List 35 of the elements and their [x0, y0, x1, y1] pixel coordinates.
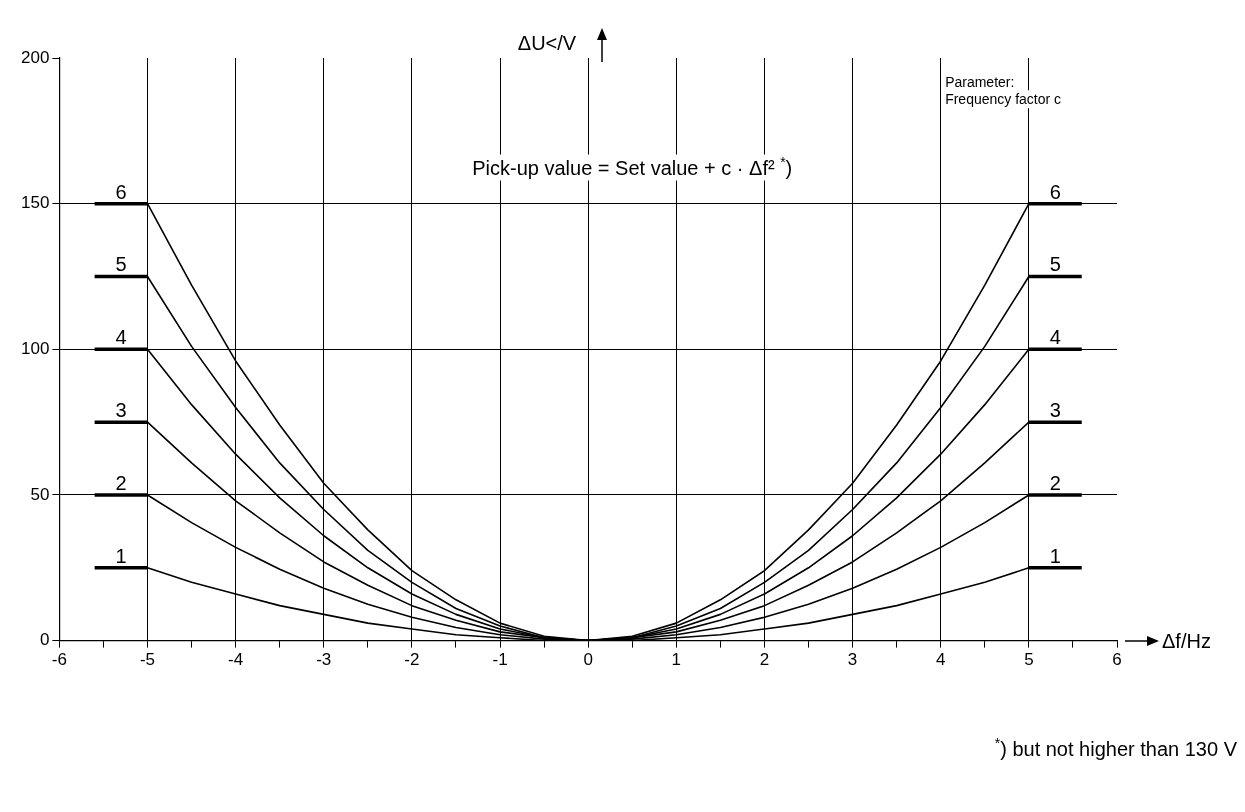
series-label: 2: [115, 471, 127, 494]
text: 2: [1049, 471, 1061, 494]
x-tick-label: -3: [316, 650, 332, 670]
y-tick-label: 0: [39, 630, 50, 650]
series-label: 3: [115, 399, 127, 422]
x-tick-label: 1: [671, 650, 682, 670]
series-label: 5: [115, 253, 127, 276]
x-tick-label: 6: [1112, 650, 1122, 670]
text: 5: [1049, 253, 1061, 276]
x-axis-title: Δf/Hz: [1162, 629, 1211, 652]
x-tick-label: -4: [228, 650, 244, 670]
x-tick-label: -2: [404, 650, 420, 670]
x-tick-label: 0: [583, 650, 593, 670]
text: 3: [1049, 399, 1061, 422]
x-tick-label: -5: [139, 650, 156, 670]
series-label: 1: [115, 544, 127, 567]
series-label: 6: [115, 180, 127, 203]
annotation: Parameter: Frequency factor c: [945, 74, 1062, 108]
text: 4: [1049, 326, 1061, 349]
y-tick-label: 200: [20, 47, 50, 67]
x-tick-label: 2: [759, 650, 770, 670]
series-label: 4: [115, 326, 127, 349]
y-tick-label: 150: [20, 193, 50, 213]
x-tick-label: 5: [1024, 650, 1034, 670]
y-tick-label: 100: [20, 338, 50, 358]
x-tick-label: -1: [492, 650, 508, 670]
y-axis-title: ΔU</V: [517, 32, 577, 54]
x-tick-label: 4: [935, 650, 946, 670]
x-tick-label: 3: [847, 650, 858, 670]
text: *) but not higher than 130 V: [994, 734, 1238, 760]
text: 1: [1049, 544, 1061, 567]
x-tick-label: -6: [51, 650, 67, 670]
text: 6: [1049, 180, 1061, 203]
annotation: Pick-up value = Set value + c · Δf² *): [472, 153, 793, 179]
y-tick-label: 50: [30, 484, 50, 504]
